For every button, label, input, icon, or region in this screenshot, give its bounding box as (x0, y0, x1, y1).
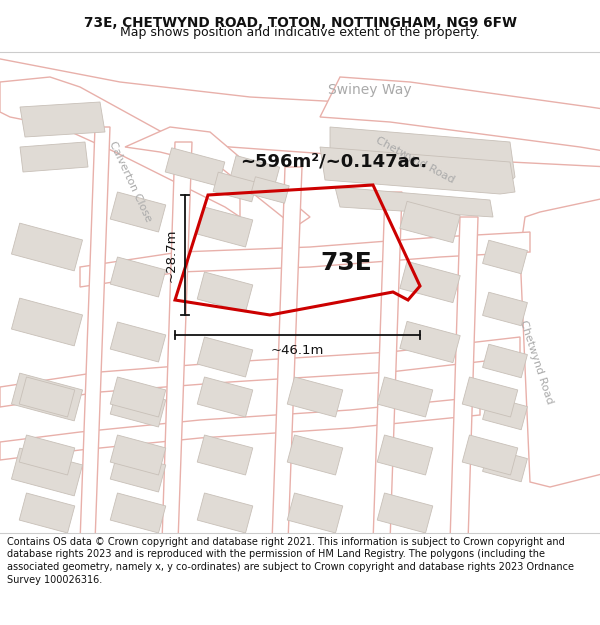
Polygon shape (0, 57, 600, 167)
Polygon shape (197, 207, 253, 247)
Polygon shape (482, 292, 527, 326)
Polygon shape (165, 148, 225, 186)
Polygon shape (320, 77, 600, 152)
Text: ~596m²/~0.147ac.: ~596m²/~0.147ac. (240, 153, 427, 171)
Polygon shape (162, 142, 192, 542)
Polygon shape (520, 197, 600, 487)
Polygon shape (19, 377, 75, 417)
Polygon shape (482, 396, 527, 430)
Polygon shape (11, 223, 83, 271)
Polygon shape (0, 77, 240, 217)
Text: Chetwynd Road: Chetwynd Road (518, 319, 554, 405)
Polygon shape (20, 102, 105, 137)
Polygon shape (11, 448, 83, 496)
Polygon shape (11, 373, 83, 421)
Polygon shape (377, 377, 433, 417)
Polygon shape (377, 493, 433, 533)
Polygon shape (0, 337, 520, 407)
Polygon shape (287, 493, 343, 533)
Polygon shape (330, 127, 515, 182)
Polygon shape (450, 217, 478, 542)
Polygon shape (110, 377, 166, 417)
Polygon shape (110, 435, 166, 475)
Text: ~46.1m: ~46.1m (271, 344, 324, 357)
Polygon shape (462, 377, 518, 417)
Polygon shape (197, 435, 253, 475)
Text: 73E: 73E (320, 251, 372, 274)
Polygon shape (400, 201, 460, 242)
Polygon shape (19, 493, 75, 533)
Polygon shape (335, 187, 493, 217)
Polygon shape (80, 127, 110, 542)
Polygon shape (287, 435, 343, 475)
Polygon shape (272, 167, 302, 542)
Polygon shape (373, 192, 402, 542)
Polygon shape (197, 493, 253, 533)
Polygon shape (110, 322, 166, 362)
Polygon shape (400, 261, 460, 302)
Polygon shape (400, 321, 460, 362)
Polygon shape (197, 272, 253, 312)
Polygon shape (462, 435, 518, 475)
Polygon shape (230, 156, 280, 189)
Polygon shape (125, 127, 310, 227)
Polygon shape (197, 337, 253, 377)
Polygon shape (110, 387, 166, 427)
Text: Map shows position and indicative extent of the property.: Map shows position and indicative extent… (120, 26, 480, 39)
Text: Contains OS data © Crown copyright and database right 2021. This information is : Contains OS data © Crown copyright and d… (7, 537, 574, 585)
Text: 73E, CHETWYND ROAD, TOTON, NOTTINGHAM, NG9 6FW: 73E, CHETWYND ROAD, TOTON, NOTTINGHAM, N… (83, 16, 517, 29)
Polygon shape (110, 192, 166, 232)
Text: ~28.7m: ~28.7m (164, 228, 178, 282)
Polygon shape (20, 142, 88, 172)
Polygon shape (80, 232, 530, 287)
Polygon shape (482, 448, 527, 482)
Polygon shape (377, 435, 433, 475)
Polygon shape (19, 435, 75, 475)
Text: Swiney Way: Swiney Way (328, 83, 412, 97)
Polygon shape (213, 172, 257, 202)
Polygon shape (11, 298, 83, 346)
Polygon shape (197, 377, 253, 417)
Polygon shape (0, 397, 480, 460)
Polygon shape (320, 147, 515, 194)
Polygon shape (287, 377, 343, 417)
Polygon shape (110, 493, 166, 533)
Polygon shape (482, 344, 527, 377)
Polygon shape (110, 257, 166, 297)
Polygon shape (110, 452, 166, 492)
Text: Chetwynd Road: Chetwynd Road (374, 135, 456, 185)
Polygon shape (251, 177, 289, 203)
Text: Calverton Close: Calverton Close (107, 140, 153, 224)
Polygon shape (482, 240, 527, 274)
